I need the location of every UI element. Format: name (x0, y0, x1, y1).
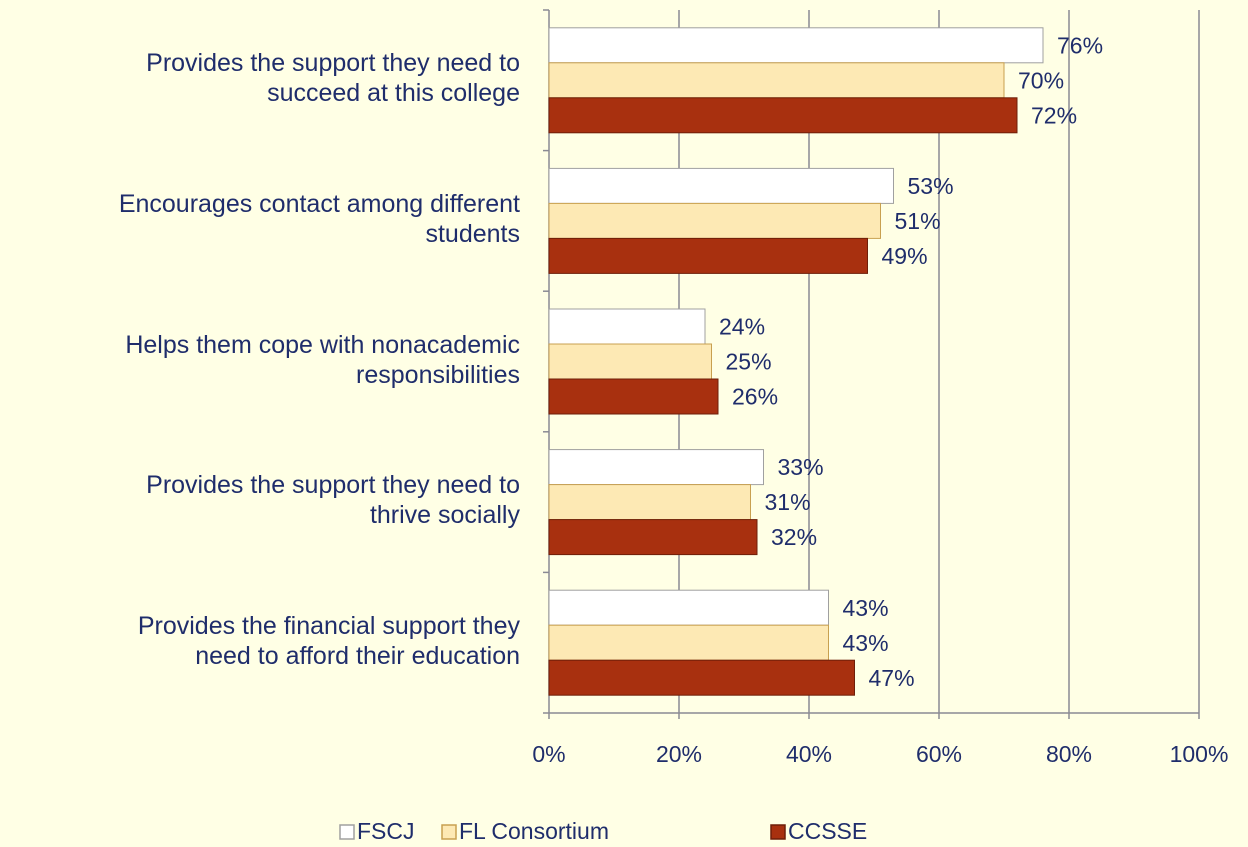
bar (548, 27, 1044, 64)
value-label: 43% (843, 630, 889, 656)
value-label: 49% (882, 243, 928, 269)
bar (548, 449, 764, 486)
value-label: 43% (843, 595, 889, 621)
bar (548, 237, 868, 274)
x-tick-label: 0% (532, 741, 565, 767)
legend-label: FL Consortium (459, 818, 609, 844)
value-label: 70% (1018, 67, 1064, 93)
value-label: 51% (895, 208, 941, 234)
x-tick-label: 40% (786, 741, 832, 767)
x-tick-label: 80% (1046, 741, 1092, 767)
bar (548, 308, 706, 345)
value-label: 53% (908, 173, 954, 199)
legend-label: FSCJ (357, 818, 415, 844)
value-label: 32% (771, 524, 817, 550)
category-label: Provides the financial support they need… (137, 611, 520, 670)
value-label: 76% (1057, 32, 1103, 58)
category-label: Helps them cope with nonacademic respons… (125, 330, 520, 389)
value-label: 24% (719, 314, 765, 340)
value-label: 25% (726, 349, 772, 375)
legend-swatch (770, 824, 786, 840)
legend-swatch (339, 824, 355, 840)
x-tick-label: 100% (1170, 741, 1229, 767)
category-label: Provides the support they need to thrive… (146, 471, 520, 530)
category-label: Provides the support they need to succee… (146, 49, 520, 108)
legend-label: CCSSE (788, 818, 867, 844)
value-label: 47% (869, 665, 915, 691)
x-tick-label: 60% (916, 741, 962, 767)
bar (548, 484, 751, 521)
bar (548, 62, 1005, 99)
bar (548, 167, 894, 204)
value-label: 33% (778, 454, 824, 480)
value-label: 26% (732, 384, 778, 410)
bar (548, 624, 829, 661)
category-label: Encourages contact among different stude… (118, 189, 520, 248)
bar (548, 589, 829, 626)
legend-swatch (441, 824, 457, 840)
bar (548, 97, 1018, 134)
bar (548, 378, 719, 415)
bar (548, 343, 712, 380)
bar (548, 519, 758, 556)
bar (548, 659, 855, 696)
bar (548, 202, 881, 239)
x-tick-label: 20% (656, 741, 702, 767)
value-label: 72% (1031, 102, 1077, 128)
value-label: 31% (765, 489, 811, 515)
